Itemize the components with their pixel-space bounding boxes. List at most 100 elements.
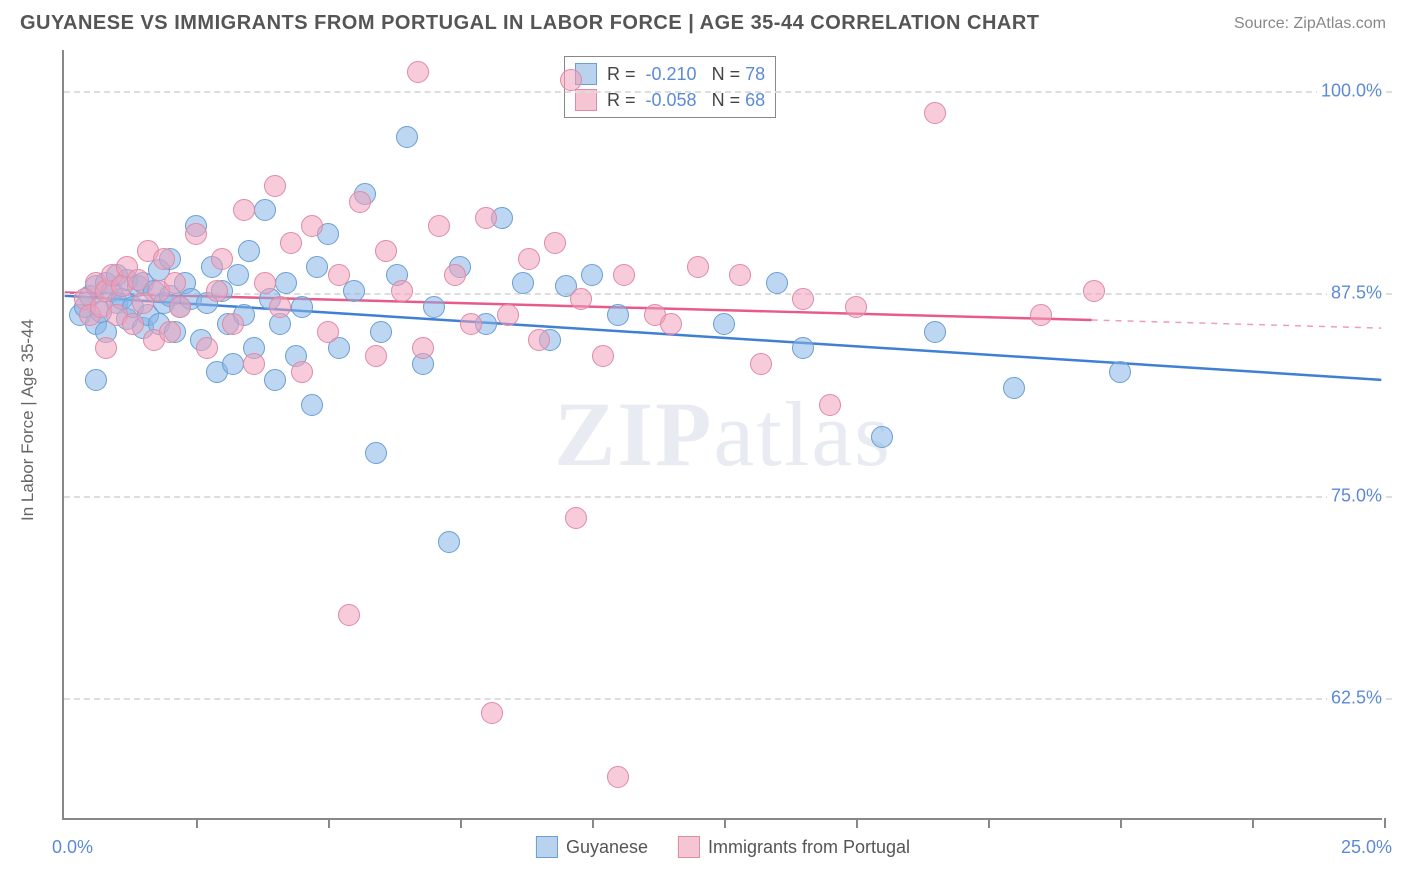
- data-point: [127, 269, 149, 291]
- data-point: [792, 288, 814, 310]
- data-point: [370, 321, 392, 343]
- data-point: [254, 199, 276, 221]
- data-point: [613, 264, 635, 286]
- data-point: [518, 248, 540, 270]
- x-tick: [988, 818, 990, 828]
- data-point: [349, 191, 371, 213]
- data-point: [269, 296, 291, 318]
- data-point: [570, 288, 592, 310]
- data-point: [871, 426, 893, 448]
- x-axis-max-label: 25.0%: [1341, 837, 1392, 858]
- x-tick: [1120, 818, 1122, 828]
- data-point: [407, 61, 429, 83]
- data-point: [475, 207, 497, 229]
- data-point: [122, 313, 144, 335]
- data-point: [592, 345, 614, 367]
- data-point: [607, 304, 629, 326]
- legend-swatch-icon: [678, 836, 700, 858]
- gridline: [64, 91, 1392, 93]
- legend-label: Guyanese: [566, 837, 648, 858]
- data-point: [750, 353, 772, 375]
- data-point: [375, 240, 397, 262]
- data-point: [254, 272, 276, 294]
- data-point: [481, 702, 503, 724]
- y-tick-label: 100.0%: [1317, 80, 1386, 101]
- x-tick: [724, 818, 726, 828]
- data-point: [1003, 377, 1025, 399]
- data-point: [291, 296, 313, 318]
- data-point: [280, 232, 302, 254]
- data-point: [423, 296, 445, 318]
- data-point: [1030, 304, 1052, 326]
- data-point: [196, 337, 218, 359]
- data-point: [206, 280, 228, 302]
- x-tick: [460, 818, 462, 828]
- data-point: [713, 313, 735, 335]
- y-tick-label: 87.5%: [1327, 283, 1386, 304]
- legend-row-guyanese: R = -0.210 N = 78: [575, 61, 765, 87]
- trend-lines: [64, 50, 1382, 818]
- data-point: [497, 304, 519, 326]
- data-point: [460, 313, 482, 335]
- x-tick: [196, 818, 198, 828]
- data-point: [233, 199, 255, 221]
- data-point: [153, 248, 175, 270]
- data-point: [1083, 280, 1105, 302]
- data-point: [581, 264, 603, 286]
- y-tick-label: 75.0%: [1327, 485, 1386, 506]
- data-point: [607, 766, 629, 788]
- data-point: [306, 256, 328, 278]
- x-tick: [592, 818, 594, 828]
- data-point: [243, 353, 265, 375]
- correlation-legend: R = -0.210 N = 78 R = -0.058 N = 68: [564, 56, 776, 118]
- x-tick: [856, 818, 858, 828]
- data-point: [164, 272, 186, 294]
- data-point: [328, 264, 350, 286]
- data-point: [687, 256, 709, 278]
- data-point: [845, 296, 867, 318]
- data-point: [222, 313, 244, 335]
- x-tick: [1384, 818, 1386, 828]
- y-tick-label: 62.5%: [1327, 688, 1386, 709]
- data-point: [222, 353, 244, 375]
- data-point: [512, 272, 534, 294]
- data-point: [238, 240, 260, 262]
- legend-label: Immigrants from Portugal: [708, 837, 910, 858]
- chart-header: GUYANESE VS IMMIGRANTS FROM PORTUGAL IN …: [0, 0, 1406, 43]
- data-point: [301, 394, 323, 416]
- data-point: [396, 126, 418, 148]
- data-point: [924, 321, 946, 343]
- data-point: [169, 296, 191, 318]
- data-point: [729, 264, 751, 286]
- data-point: [291, 361, 313, 383]
- data-point: [544, 232, 566, 254]
- data-point: [565, 507, 587, 529]
- data-point: [819, 394, 841, 416]
- chart-plot-area: ZIPatlas R = -0.210 N = 78 R = -0.058 N …: [62, 50, 1382, 820]
- data-point: [159, 321, 181, 343]
- data-point: [211, 248, 233, 270]
- data-point: [338, 604, 360, 626]
- data-point: [317, 321, 339, 343]
- data-point: [85, 369, 107, 391]
- gridline: [64, 698, 1392, 700]
- watermark: ZIPatlas: [554, 381, 892, 487]
- data-point: [792, 337, 814, 359]
- data-point: [227, 264, 249, 286]
- data-point: [264, 175, 286, 197]
- data-point: [264, 369, 286, 391]
- x-tick: [328, 818, 330, 828]
- legend-stats-portugal: R = -0.058 N = 68: [607, 90, 765, 111]
- data-point: [444, 264, 466, 286]
- y-axis-title: In Labor Force | Age 35-44: [18, 319, 38, 521]
- data-point: [766, 272, 788, 294]
- data-point: [185, 223, 207, 245]
- data-point: [365, 345, 387, 367]
- legend-swatch-icon: [536, 836, 558, 858]
- data-point: [412, 337, 434, 359]
- legend-item-guyanese: Guyanese: [536, 836, 648, 858]
- data-point: [428, 215, 450, 237]
- data-point: [1109, 361, 1131, 383]
- x-axis-min-label: 0.0%: [52, 837, 93, 858]
- data-point: [391, 280, 413, 302]
